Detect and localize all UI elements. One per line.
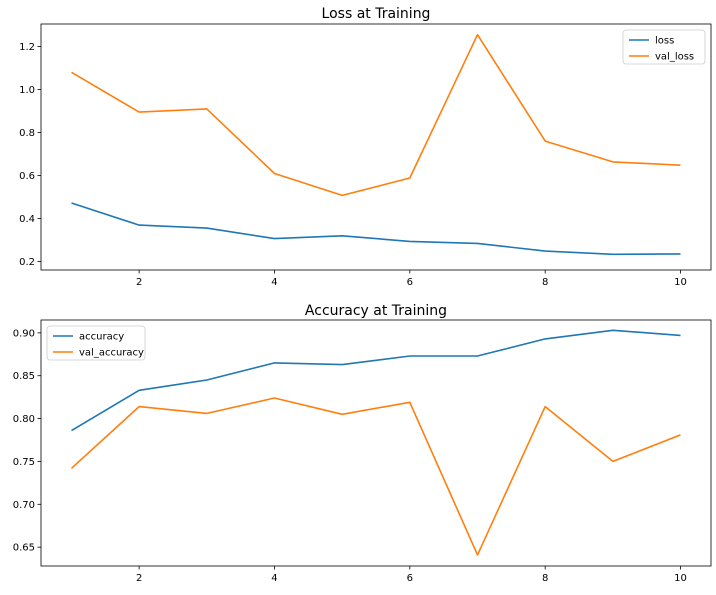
y-tick-label: 0.90 xyxy=(13,328,35,339)
y-tick-label: 0.4 xyxy=(19,214,35,225)
accuracy-axes-frame xyxy=(40,319,712,567)
series-line-val_loss xyxy=(71,33,681,197)
y-tick-label: 0.70 xyxy=(13,500,35,511)
y-tick-label: 0.2 xyxy=(19,257,35,268)
x-tick-label: 6 xyxy=(407,277,413,288)
series-line-accuracy xyxy=(71,329,681,432)
y-tick-label: 0.80 xyxy=(13,414,35,425)
x-tick-label: 2 xyxy=(136,573,142,584)
y-tick-label: 0.75 xyxy=(13,457,35,468)
series-line-loss xyxy=(71,202,681,256)
accuracy-chart: Accuracy at Training 2 4 6 8 10 0.65 0.70 0.75 0.… xyxy=(13,303,712,584)
loss-legend: loss val_loss xyxy=(622,29,706,65)
x-tick-label: 4 xyxy=(271,573,277,584)
x-tick-label: 10 xyxy=(674,277,687,288)
loss-chart-title: Loss at Training xyxy=(322,6,431,22)
legend-label-accuracy: accuracy xyxy=(79,332,124,343)
y-tick-label: 0.6 xyxy=(19,171,35,182)
x-tick-label: 2 xyxy=(136,277,142,288)
x-tick-label: 4 xyxy=(271,277,277,288)
loss-chart: Loss at Training 2 4 6 8 10 0.2 0.4 0.6 0.8 1.0 1.2… xyxy=(19,6,712,288)
y-tick-label: 0.8 xyxy=(19,128,35,139)
x-tick-label: 10 xyxy=(674,573,687,584)
y-tick-label: 1.0 xyxy=(19,85,35,96)
accuracy-legend: accuracy val_accuracy xyxy=(46,325,146,361)
x-tick-label: 6 xyxy=(407,573,413,584)
legend-label-val_accuracy: val_accuracy xyxy=(79,348,144,359)
legend-label-loss: loss xyxy=(655,36,674,47)
accuracy-chart-title: Accuracy at Training xyxy=(305,303,447,319)
y-tick-label: 1.2 xyxy=(19,42,35,53)
y-tick-label: 0.85 xyxy=(13,371,35,382)
x-tick-label: 8 xyxy=(542,573,548,584)
y-tick-label: 0.65 xyxy=(13,543,35,554)
loss-axes-frame xyxy=(40,23,712,271)
x-tick-label: 8 xyxy=(542,277,548,288)
legend-label-val_loss: val_loss xyxy=(655,52,694,63)
series-line-val_accuracy xyxy=(70,397,681,556)
